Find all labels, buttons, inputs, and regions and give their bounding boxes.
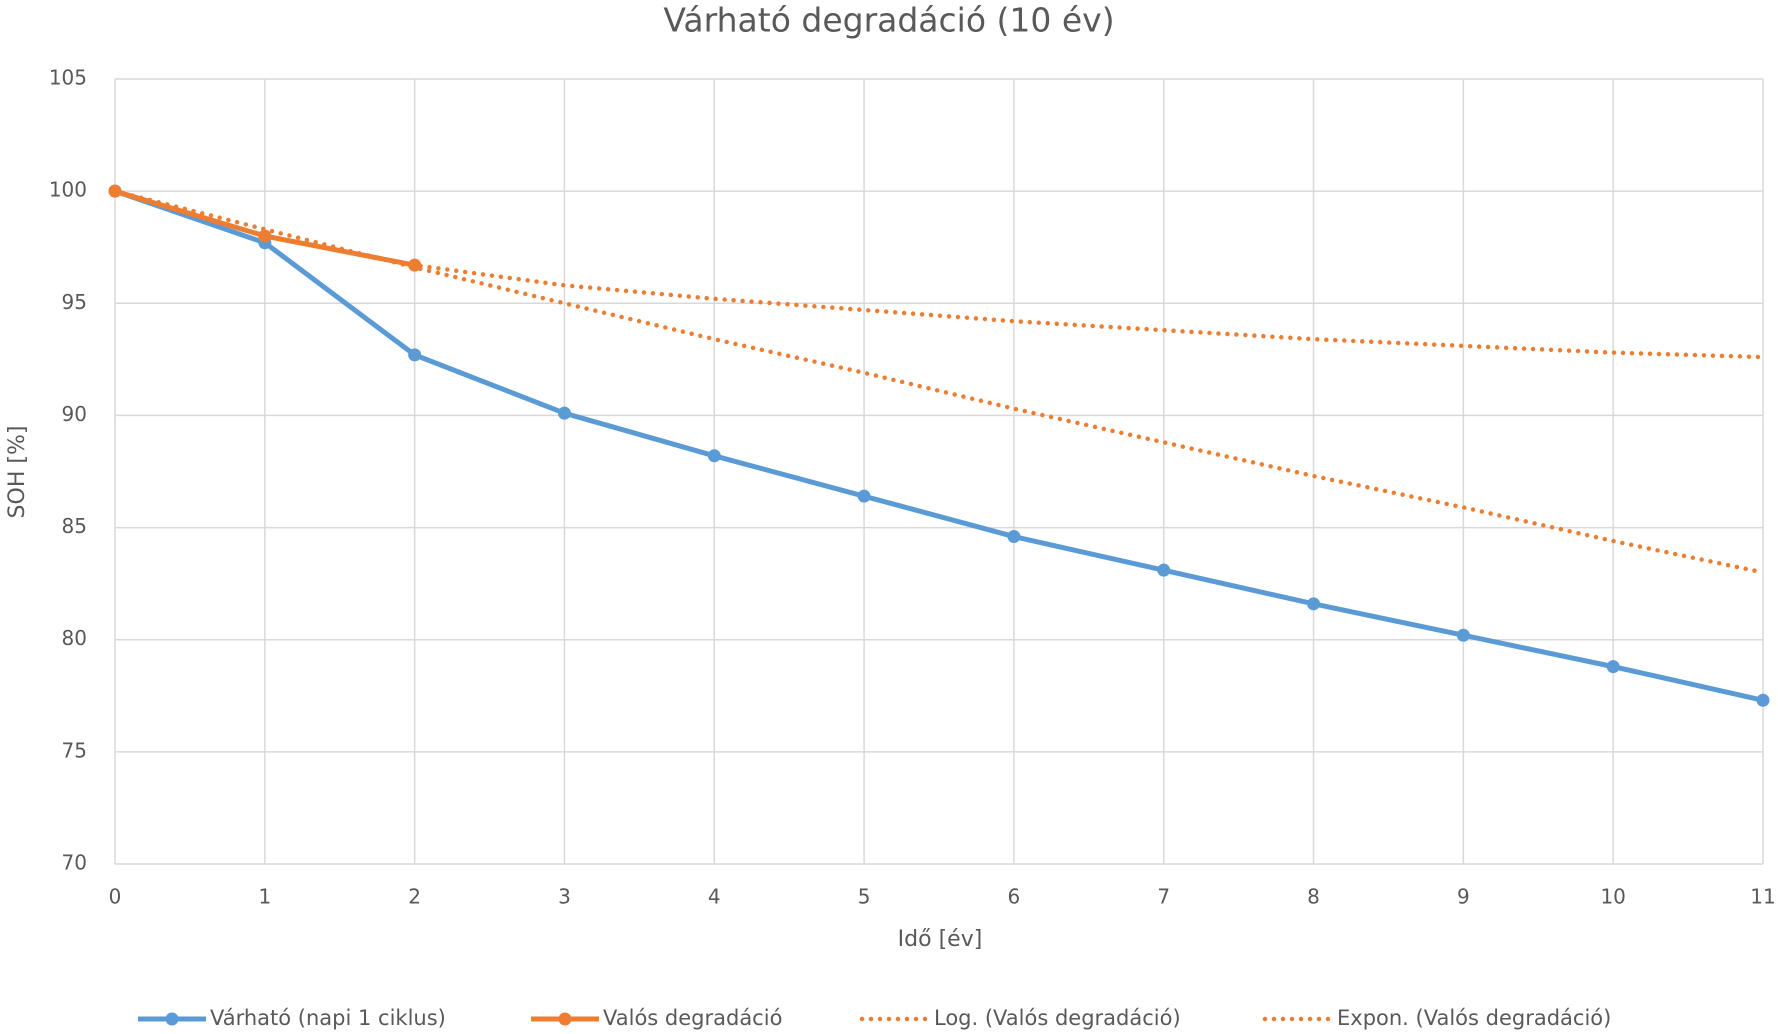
x-tick-label: 5 bbox=[858, 885, 871, 909]
legend-marker bbox=[558, 1012, 572, 1026]
data-point bbox=[408, 258, 422, 272]
x-tick-label: 2 bbox=[408, 885, 421, 909]
x-tick-label: 11 bbox=[1750, 885, 1775, 909]
legend-label: Log. (Valós degradáció) bbox=[934, 1006, 1181, 1030]
y-tick-label: 105 bbox=[49, 66, 87, 90]
data-point bbox=[108, 184, 122, 198]
legend-marker bbox=[165, 1012, 179, 1026]
x-axis-title: Idő [év] bbox=[898, 927, 983, 952]
series-line bbox=[112, 188, 1766, 575]
y-tick-label: 75 bbox=[62, 738, 87, 762]
x-tick-label: 4 bbox=[708, 885, 721, 909]
x-tick-label: 8 bbox=[1307, 885, 1320, 909]
data-point bbox=[1756, 693, 1770, 707]
x-tick-label: 7 bbox=[1157, 885, 1170, 909]
data-point bbox=[1157, 563, 1171, 577]
legend-label: Expon. (Valós degradáció) bbox=[1337, 1006, 1611, 1030]
x-tick-label: 3 bbox=[558, 885, 571, 909]
x-tick-label: 6 bbox=[1008, 885, 1021, 909]
x-tick-label: 1 bbox=[258, 885, 271, 909]
y-tick-label: 100 bbox=[49, 178, 87, 202]
chart-title: Várható degradáció (10 év) bbox=[663, 1, 1114, 40]
data-point bbox=[258, 229, 272, 243]
y-tick-label: 90 bbox=[62, 402, 87, 426]
data-point bbox=[408, 348, 422, 362]
data-point bbox=[1007, 530, 1021, 544]
data-point bbox=[707, 449, 721, 463]
y-axis-title: SOH [%] bbox=[5, 426, 30, 519]
x-tick-label: 0 bbox=[109, 885, 122, 909]
x-tick-label: 9 bbox=[1457, 885, 1470, 909]
x-tick-label: 10 bbox=[1600, 885, 1625, 909]
y-tick-label: 70 bbox=[62, 851, 87, 875]
y-tick-label: 85 bbox=[62, 514, 87, 538]
y-tick-label: 80 bbox=[62, 626, 87, 650]
data-point bbox=[1606, 660, 1620, 674]
data-point bbox=[1456, 628, 1470, 642]
data-point bbox=[857, 489, 871, 503]
series-line bbox=[114, 188, 1764, 703]
y-tick-label: 95 bbox=[62, 290, 87, 314]
legend-label: Várható (napi 1 ciklus) bbox=[210, 1006, 446, 1030]
data-point bbox=[557, 406, 571, 420]
data-point bbox=[1307, 597, 1321, 611]
legend-label: Valós degradáció bbox=[603, 1006, 782, 1030]
series-line bbox=[112, 188, 1766, 360]
